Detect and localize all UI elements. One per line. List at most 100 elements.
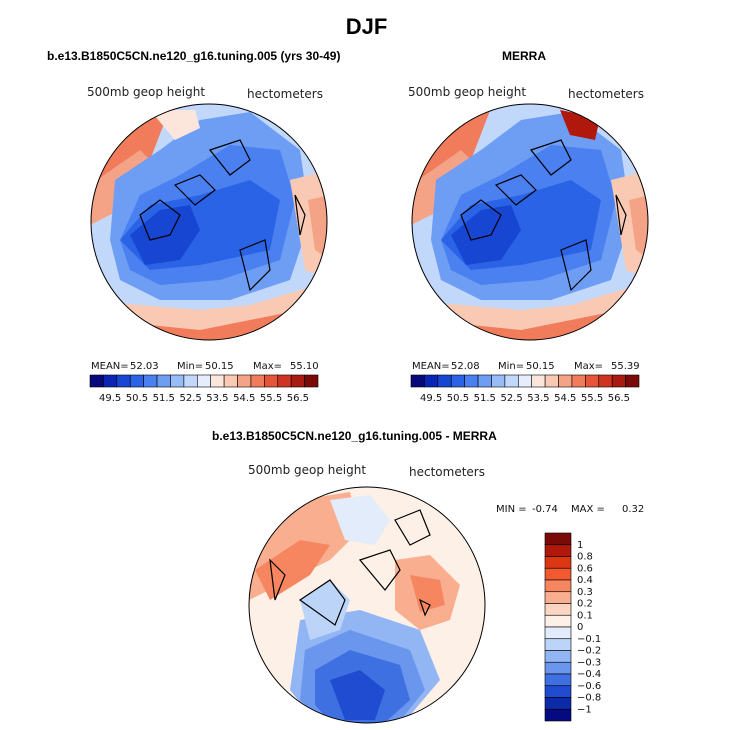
left-colorbar-swatch — [277, 374, 292, 388]
right-colorbar-tick-label: 51.5 — [474, 393, 496, 404]
diff-colorbar-swatch — [544, 603, 572, 616]
left-colorbar-tick-label: 55.5 — [260, 393, 282, 404]
diff-colorbar-swatch — [544, 661, 572, 675]
diff-colorbar-tick-label: −0.6 — [577, 681, 601, 692]
left-colorbar-tick-label: 49.5 — [99, 393, 121, 404]
left-colorbar-swatch — [89, 374, 104, 388]
diff-max-label: MAX = — [571, 504, 605, 515]
right-colorbar-swatch — [558, 374, 573, 388]
right-colorbar-tick-label: 50.5 — [447, 393, 469, 404]
right-min-value: 50.15 — [526, 361, 555, 372]
left-colorbar-tick-label: 50.5 — [126, 393, 148, 404]
left-colorbar-swatch — [183, 374, 198, 388]
diff-colorbar-swatch — [544, 579, 572, 593]
diff-colorbar-tick-label: −0.2 — [577, 646, 601, 657]
right-colorbar-tick-label: 49.5 — [420, 393, 442, 404]
diff-colorbar-swatch — [544, 673, 572, 687]
right-colorbar-swatch — [464, 374, 479, 388]
left-colorbar-swatch — [250, 374, 265, 388]
diff-colorbar-tick-label: 0.3 — [577, 587, 593, 598]
left-colorbar-tick-label: 54.5 — [233, 393, 255, 404]
figure-title: DJF — [345, 14, 388, 39]
diff-colorbar-tick-label: −0.4 — [577, 669, 601, 680]
diff-colorbar-swatch — [544, 708, 572, 722]
diff-colorbar-swatch — [544, 626, 572, 640]
diff-panel-title: b.e13.B1850C5CN.ne120_g16.tuning.005 - M… — [212, 429, 497, 443]
right-colorbar-swatch — [437, 374, 452, 388]
left-colorbar-swatch — [237, 374, 252, 388]
diff-colorbar-tick-label: 1 — [577, 540, 583, 551]
right-colorbar-swatch — [625, 374, 640, 388]
diff-colorbar-tick-label: 0.4 — [577, 575, 593, 586]
left-colorbar-tick-label: 56.5 — [287, 393, 309, 404]
left-colorbar-swatch — [196, 374, 212, 388]
diff-colorbar-tick-label: 0.2 — [577, 599, 593, 610]
right-colorbar-swatch — [491, 374, 506, 388]
right-mean-label: MEAN= — [412, 361, 450, 372]
diff-colorbar-swatch — [544, 650, 572, 663]
diff-colorbar-swatch — [544, 567, 572, 581]
left-colorbar: 49.5 50.5 51.5 52.5 53.5 54.5 55.5 56.5 — [89, 374, 319, 404]
left-colorbar-swatch — [264, 374, 279, 388]
right-max-label: Max= — [574, 361, 604, 372]
diff-colorbar-tick-label: 0 — [577, 622, 583, 633]
right-panel-title: MERRA — [502, 49, 546, 63]
right-units-label: hectometers — [568, 87, 644, 101]
left-colorbar-swatch — [116, 374, 131, 388]
diff-colorbar-tick-label: 0.6 — [577, 563, 593, 574]
diff-colorbar-swatch — [544, 532, 572, 546]
right-colorbar-swatch — [424, 374, 439, 388]
left-mean-value: 52.03 — [130, 361, 159, 372]
right-max-value: 55.39 — [611, 361, 640, 372]
right-colorbar-swatch — [585, 374, 600, 388]
diff-min-label: MIN = — [496, 504, 527, 515]
diff-colorbar-swatch — [544, 697, 572, 710]
right-colorbar-tick-label: 54.5 — [554, 393, 576, 404]
diff-colorbar-swatch — [544, 685, 572, 698]
left-colorbar-tick-label: 53.5 — [206, 393, 228, 404]
diff-colorbar-tick-label: −0.1 — [577, 634, 601, 645]
right-colorbar-tick-label: 56.5 — [608, 393, 630, 404]
diff-field-label: 500mb geop height — [248, 463, 367, 477]
left-field-label: 500mb geop height — [87, 85, 206, 99]
right-colorbar-tick-label: 55.5 — [581, 393, 603, 404]
diff-colorbar-swatch — [544, 591, 572, 604]
right-colorbar-tick-label: 52.5 — [500, 393, 522, 404]
diff-colorbar-tick-label: 0.1 — [577, 610, 593, 621]
left-min-value: 50.15 — [205, 361, 234, 372]
left-min-label: Min= — [177, 361, 204, 372]
right-colorbar-tick-label: 53.5 — [527, 393, 549, 404]
left-colorbar-swatch — [290, 374, 305, 388]
right-colorbar-swatch — [477, 374, 492, 388]
diff-colorbar-swatch — [544, 556, 572, 569]
left-max-label: Max= — [253, 361, 283, 372]
left-panel-title: b.e13.B1850C5CN.ne120_g16.tuning.005 (yr… — [47, 49, 341, 63]
right-colorbar-swatch — [611, 374, 626, 388]
left-colorbar-swatch — [223, 374, 238, 388]
left-colorbar-swatch — [210, 374, 225, 388]
right-colorbar-swatch — [531, 374, 546, 388]
left-colorbar-swatch — [129, 374, 144, 388]
right-colorbar-swatch — [410, 374, 425, 388]
left-mean-label: MEAN= — [91, 361, 129, 372]
right-field-label: 500mb geop height — [408, 85, 527, 99]
diff-min-value: -0.74 — [532, 504, 558, 515]
diff-colorbar: 10.80.60.40.30.20.10−0.1−0.2−0.3−0.4−0.6… — [544, 532, 601, 722]
diff-colorbar-tick-label: −1 — [577, 704, 592, 715]
diff-colorbar-swatch — [544, 544, 572, 557]
diff-colorbar-tick-label: −0.8 — [577, 693, 601, 704]
diff-units-label: hectometers — [409, 465, 485, 479]
left-colorbar-tick-label: 52.5 — [179, 393, 201, 404]
left-units-label: hectometers — [247, 87, 323, 101]
right-min-label: Min= — [498, 361, 525, 372]
diff-colorbar-swatch — [544, 638, 572, 651]
left-colorbar-swatch — [170, 374, 185, 388]
left-colorbar-swatch — [103, 374, 118, 388]
left-colorbar-tick-label: 51.5 — [153, 393, 175, 404]
right-colorbar-swatch — [571, 374, 586, 388]
right-colorbar-swatch — [598, 374, 613, 388]
diff-colorbar-tick-label: −0.3 — [577, 657, 601, 668]
diff-max-value: 0.32 — [622, 504, 645, 515]
right-colorbar: 49.5 50.5 51.5 52.5 53.5 54.5 55.5 56.5 — [410, 374, 640, 404]
right-colorbar-swatch — [450, 374, 465, 388]
